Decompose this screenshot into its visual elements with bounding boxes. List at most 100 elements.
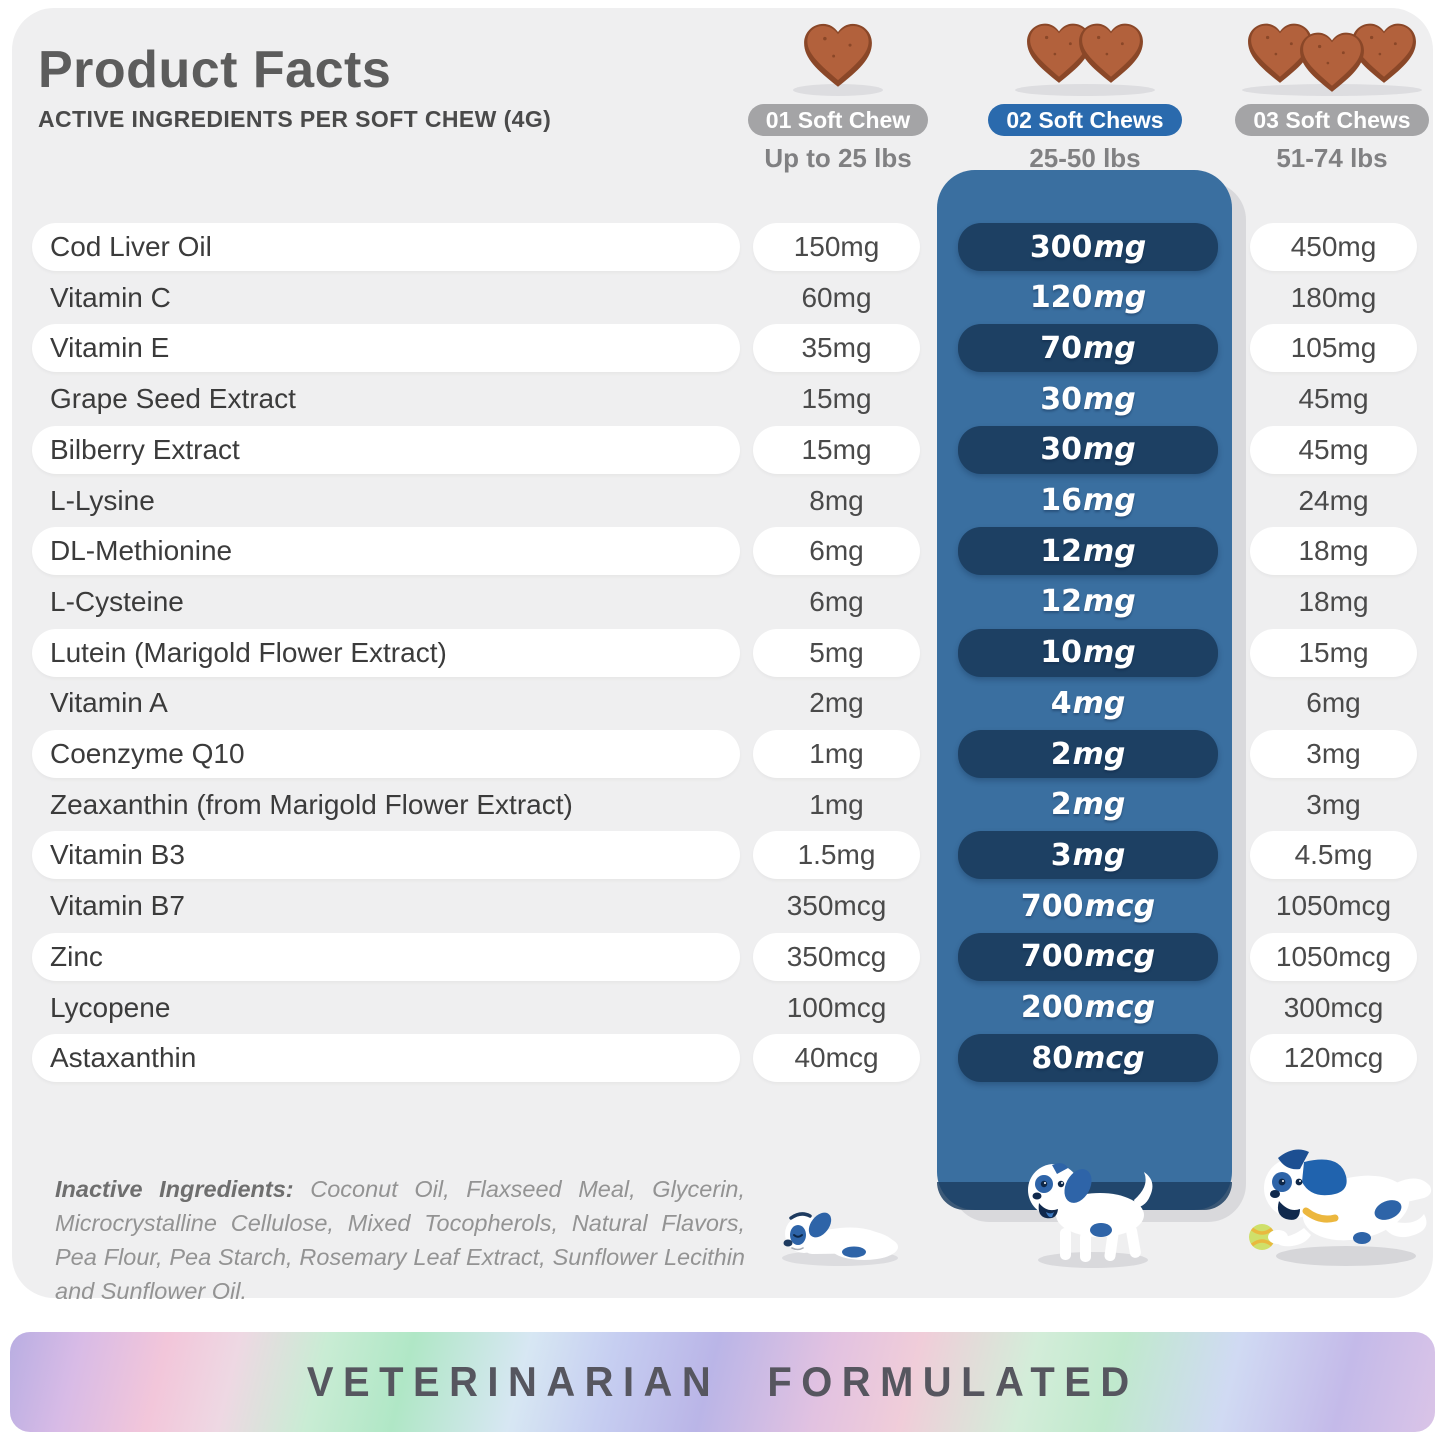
table-row: Vitamin B7 350mcg 700 mcg 1050mcg <box>0 882 1445 930</box>
ingredient-name: Vitamin A <box>50 687 168 719</box>
puppy-large-illustration <box>1249 1149 1432 1266</box>
dose-1-chew-value: 100mcg <box>786 991 887 1023</box>
ingredient-name: Cod Liver Oil <box>50 231 212 262</box>
dose-2-chews-number: 700 <box>1020 888 1084 924</box>
ingredient-name: Vitamin B3 <box>50 839 185 871</box>
dose-3-chews-value: 120mcg <box>1283 1042 1384 1074</box>
dose-3-chews-pill: 105mg <box>1250 324 1417 373</box>
table-row: Bilberry Extract 15mg 30 mg 45mg <box>0 425 1445 474</box>
ingredient-name: L-Cysteine <box>50 585 184 617</box>
dose-3-chews-pill: 24mg <box>1250 477 1417 525</box>
ingredient-name-pill: Vitamin A <box>32 679 740 727</box>
ingredient-name-pill: Zeaxanthin (from Marigold Flower Extract… <box>32 781 740 829</box>
dose-3-chews-value: 450mg <box>1290 231 1377 262</box>
dose-3-chews-pill: 450mg <box>1250 223 1417 271</box>
dose-1-chew-pill: 6mg <box>753 527 920 576</box>
dose-1-chew-value: 60mg <box>801 281 872 313</box>
ingredient-name: Bilberry Extract <box>50 433 240 465</box>
ingredient-name-pill: Lycopene <box>32 984 740 1032</box>
dose-1-chew-value: 350mcg <box>786 890 887 922</box>
dose-2-chews-pill: 80 mcg <box>958 1034 1218 1083</box>
badge-01-soft-chew: 01 Soft Chew <box>747 104 929 136</box>
table-row: Zinc 350mcg 700 mcg 1050mcg <box>0 932 1445 981</box>
dose-3-chews-pill: 6mg <box>1250 679 1417 727</box>
dose-2-chews-unit: mg <box>1083 483 1136 518</box>
dose-2-chews-pill: 12 mg <box>958 527 1218 576</box>
dose-2-chews-unit: mg <box>1072 685 1126 721</box>
column-header-3-chews: 03 Soft Chews 51-74 lbs <box>1217 22 1445 174</box>
dose-1-chew-value: 1.5mg <box>797 839 876 871</box>
dose-2-chews-pill: 200 mcg <box>958 984 1218 1032</box>
dose-3-chews-pill: 3mg <box>1250 730 1417 778</box>
ingredient-name-pill: L-Lysine <box>32 477 740 525</box>
chew-shadow <box>1015 84 1155 96</box>
dose-1-chew-value: 350mcg <box>786 940 887 972</box>
dose-2-chews-number: 80 <box>1031 1040 1074 1076</box>
dose-2-chews-number: 3 <box>1050 837 1072 873</box>
dose-2-chews-pill: 4 mg <box>958 679 1218 727</box>
ingredient-name-pill: Bilberry Extract <box>32 425 740 474</box>
dose-2-chews-pill: 10 mg <box>958 628 1218 677</box>
table-row: DL-Methionine 6mg 12 mg 18mg <box>0 527 1445 576</box>
ingredient-name-pill: Vitamin E <box>32 324 740 373</box>
dose-3-chews-pill: 180mg <box>1250 274 1417 322</box>
dose-1-chew-pill: 8mg <box>753 477 920 525</box>
column-header-2-chews: 02 Soft Chews 25-50 lbs <box>970 22 1200 174</box>
dose-2-chews-pill: 30 mg <box>958 425 1218 474</box>
table-row: Zeaxanthin (from Marigold Flower Extract… <box>0 781 1445 829</box>
dose-3-chews-value: 105mg <box>1290 332 1377 364</box>
dose-1-chew-pill: 350mcg <box>753 882 920 930</box>
dose-3-chews-value: 6mg <box>1306 687 1361 719</box>
ingredient-name-pill: Zinc <box>32 932 740 981</box>
dose-2-chews-unit: mcg <box>1084 939 1156 975</box>
dose-2-chews-number: 700 <box>1020 939 1084 975</box>
dose-2-chews-unit: mcg <box>1084 990 1156 1025</box>
ingredient-name-pill: Cod Liver Oil <box>32 223 740 271</box>
dose-2-chews-pill: 12 mg <box>958 578 1218 626</box>
dose-2-chews-unit: mg <box>1083 584 1136 620</box>
dose-1-chew-pill: 40mcg <box>753 1034 920 1083</box>
dose-3-chews-value: 15mg <box>1298 636 1369 668</box>
dose-1-chew-value: 15mg <box>801 383 872 415</box>
table-row: Lutein (Marigold Flower Extract) 5mg 10 m… <box>0 628 1445 677</box>
ingredient-name: Astaxanthin <box>50 1042 197 1074</box>
ingredient-name-pill: Vitamin C <box>32 274 740 322</box>
dose-3-chews-pill: 4.5mg <box>1250 831 1417 880</box>
weight-range-1: Up to 25 lbs <box>764 143 912 173</box>
dose-2-chews-unit: mg <box>1093 280 1147 316</box>
holographic-banner: VETERINARIAN FORMULATED <box>10 1332 1435 1432</box>
dose-1-chew-value: 6mg <box>809 535 864 567</box>
veterinarian-formulated-text: VETERINARIAN FORMULATED <box>306 1358 1139 1405</box>
dose-3-chews-value: 45mg <box>1298 383 1369 415</box>
dose-1-chew-pill: 1.5mg <box>753 831 920 880</box>
dose-1-chew-pill: 2mg <box>753 679 920 727</box>
dose-2-chews-pill: 2 mg <box>958 730 1218 778</box>
dose-1-chew-value: 8mg <box>809 484 864 516</box>
dose-1-chew-pill: 6mg <box>753 578 920 626</box>
dose-2-chews-pill: 16 mg <box>958 477 1218 525</box>
column-header-1-chew: 01 Soft Chew Up to 25 lbs <box>723 22 953 174</box>
dose-1-chew-pill: 15mg <box>753 425 920 474</box>
ingredient-name-pill: Astaxanthin <box>32 1034 740 1083</box>
dose-2-chews-unit: mg <box>1072 837 1126 873</box>
dose-2-chews-unit: mg <box>1083 381 1136 417</box>
dose-2-chews-number: 120 <box>1029 280 1093 316</box>
dose-2-chews-unit: mg <box>1072 787 1126 823</box>
dose-2-chews-number: 2 <box>1050 736 1072 772</box>
dose-3-chews-pill: 18mg <box>1250 527 1417 576</box>
dose-3-chews-value: 45mg <box>1298 433 1369 465</box>
dose-3-chews-value: 3mg <box>1306 788 1361 820</box>
table-row: Vitamin C 60mg 120 mg 180mg <box>0 274 1445 322</box>
dose-2-chews-unit: mg <box>1083 432 1136 468</box>
dose-1-chew-pill: 350mcg <box>753 932 920 981</box>
dose-1-chew-value: 1mg <box>809 738 864 769</box>
dose-3-chews-value: 300mcg <box>1283 991 1384 1023</box>
dose-1-chew-value: 1mg <box>809 788 864 820</box>
dose-3-chews-pill: 45mg <box>1250 375 1417 423</box>
dose-2-chews-pill: 70 mg <box>958 324 1218 373</box>
table-row: L-Lysine 8mg 16 mg 24mg <box>0 477 1445 525</box>
ingredient-name-pill: Lutein (Marigold Flower Extract) <box>32 628 740 677</box>
table-row: Vitamin E 35mg 70 mg 105mg <box>0 324 1445 373</box>
ingredient-name-pill: Grape Seed Extract <box>32 375 740 423</box>
